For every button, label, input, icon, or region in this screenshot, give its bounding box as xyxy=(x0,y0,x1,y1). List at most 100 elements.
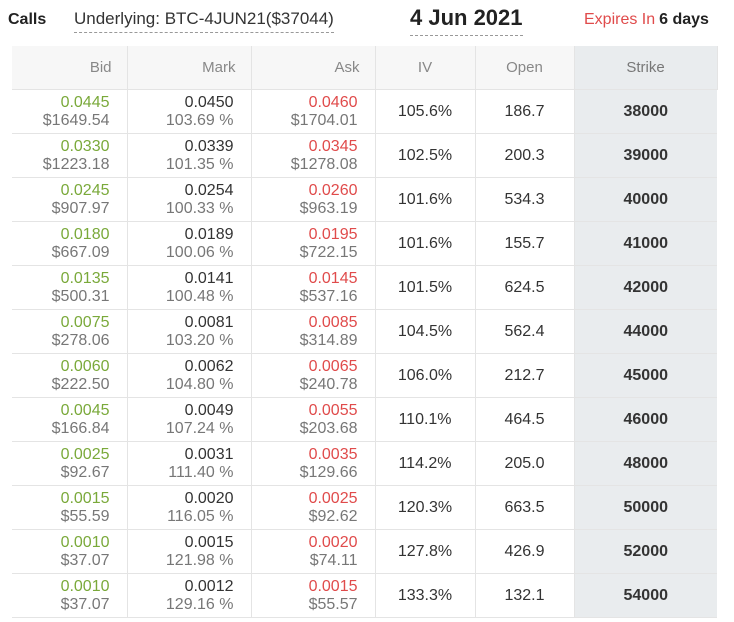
column-header-iv[interactable]: IV xyxy=(375,46,476,90)
strike-cell: 48000 xyxy=(574,441,717,486)
mark-cell: 0.0049 107.24 % xyxy=(127,397,252,442)
table-row[interactable]: 0.0445 $1649.54 0.0450 103.69 % 0.0460 $1704.… xyxy=(12,89,717,134)
bid-usd: $907.97 xyxy=(51,199,110,217)
table-row[interactable]: 0.0245 $907.97 0.0254 100.33 % 0.0260 $963.19… xyxy=(12,177,717,222)
column-header-ask[interactable]: Ask xyxy=(251,46,376,90)
table-row[interactable]: 0.0010 $37.07 0.0012 129.16 % 0.0015 $55.57 13… xyxy=(12,573,717,618)
iv-cell: 102.5% xyxy=(375,133,476,178)
table-row[interactable]: 0.0015 $55.59 0.0020 116.05 % 0.0025 $92.62 12… xyxy=(12,485,717,530)
ask-cell[interactable]: 0.0260 $963.19 xyxy=(251,177,376,222)
expiry-date-selector[interactable]: 4 Jun 2021 xyxy=(410,5,523,36)
iv-cell: 110.1% xyxy=(375,397,476,442)
open-interest-cell: 534.3 xyxy=(475,177,575,222)
bid-usd: $37.07 xyxy=(60,595,110,613)
ask-cell[interactable]: 0.0460 $1704.01 xyxy=(251,89,376,134)
ask-cell[interactable]: 0.0195 $722.15 xyxy=(251,221,376,266)
iv-cell: 104.5% xyxy=(375,309,476,354)
mark-percent: 100.48 % xyxy=(165,287,234,305)
ask-usd: $1704.01 xyxy=(290,111,358,129)
mark-price: 0.0062 xyxy=(184,357,234,375)
mark-price: 0.0015 xyxy=(184,533,234,551)
mark-price: 0.0081 xyxy=(184,313,234,331)
strike-cell: 52000 xyxy=(574,529,717,574)
mark-price: 0.0049 xyxy=(184,401,234,419)
bid-price: 0.0245 xyxy=(60,181,110,199)
column-header-bid[interactable]: Bid xyxy=(12,46,128,90)
ask-cell[interactable]: 0.0345 $1278.08 xyxy=(251,133,376,178)
mark-cell: 0.0254 100.33 % xyxy=(127,177,252,222)
bid-price: 0.0015 xyxy=(60,489,110,507)
bid-price: 0.0180 xyxy=(60,225,110,243)
open-interest-cell: 155.7 xyxy=(475,221,575,266)
ask-usd: $537.16 xyxy=(299,287,358,305)
ask-cell[interactable]: 0.0015 $55.57 xyxy=(251,573,376,618)
bid-cell[interactable]: 0.0015 $55.59 xyxy=(12,485,128,530)
bid-cell[interactable]: 0.0010 $37.07 xyxy=(12,529,128,574)
table-row[interactable]: 0.0025 $92.67 0.0031 111.40 % 0.0035 $129.66 1… xyxy=(12,441,717,486)
table-row[interactable]: 0.0060 $222.50 0.0062 104.80 % 0.0065 $240.78… xyxy=(12,353,717,398)
table-row[interactable]: 0.0010 $37.07 0.0015 121.98 % 0.0020 $74.11 12… xyxy=(12,529,717,574)
bid-price: 0.0045 xyxy=(60,401,110,419)
bid-price: 0.0330 xyxy=(60,137,110,155)
iv-cell: 106.0% xyxy=(375,353,476,398)
ask-usd: $92.62 xyxy=(308,507,358,525)
ask-cell[interactable]: 0.0055 $203.68 xyxy=(251,397,376,442)
iv-cell: 101.5% xyxy=(375,265,476,310)
column-header-open[interactable]: Open xyxy=(475,46,575,90)
bid-usd: $1649.54 xyxy=(42,111,110,129)
ask-price: 0.0145 xyxy=(308,269,358,287)
bid-price: 0.0075 xyxy=(60,313,110,331)
iv-cell: 101.6% xyxy=(375,177,476,222)
bid-cell[interactable]: 0.0330 $1223.18 xyxy=(12,133,128,178)
ask-cell[interactable]: 0.0085 $314.89 xyxy=(251,309,376,354)
table-row[interactable]: 0.0330 $1223.18 0.0339 101.35 % 0.0345 $1278.… xyxy=(12,133,717,178)
table-row[interactable]: 0.0135 $500.31 0.0141 100.48 % 0.0145 $537.16… xyxy=(12,265,717,310)
mark-cell: 0.0020 116.05 % xyxy=(127,485,252,530)
calls-label: Calls xyxy=(8,11,47,28)
column-header-mark[interactable]: Mark xyxy=(127,46,252,90)
open-interest-cell: 186.7 xyxy=(475,89,575,134)
bid-usd: $55.59 xyxy=(60,507,110,525)
ask-usd: $55.57 xyxy=(308,595,358,613)
ask-cell[interactable]: 0.0035 $129.66 xyxy=(251,441,376,486)
strike-cell: 42000 xyxy=(574,265,717,310)
mark-percent: 116.05 % xyxy=(167,507,234,525)
bid-cell[interactable]: 0.0010 $37.07 xyxy=(12,573,128,618)
mark-cell: 0.0012 129.16 % xyxy=(127,573,252,618)
open-interest-cell: 205.0 xyxy=(475,441,575,486)
table-row[interactable]: 0.0045 $166.84 0.0049 107.24 % 0.0055 $203.68… xyxy=(12,397,717,442)
ask-price: 0.0025 xyxy=(308,489,358,507)
iv-cell: 101.6% xyxy=(375,221,476,266)
mark-cell: 0.0062 104.80 % xyxy=(127,353,252,398)
bid-cell[interactable]: 0.0045 $166.84 xyxy=(12,397,128,442)
bid-usd: $278.06 xyxy=(51,331,110,349)
bid-cell[interactable]: 0.0075 $278.06 xyxy=(12,309,128,354)
bid-cell[interactable]: 0.0180 $667.09 xyxy=(12,221,128,266)
open-interest-cell: 212.7 xyxy=(475,353,575,398)
mark-percent: 129.16 % xyxy=(165,595,234,613)
open-interest-cell: 200.3 xyxy=(475,133,575,178)
bid-cell[interactable]: 0.0025 $92.67 xyxy=(12,441,128,486)
iv-cell: 133.3% xyxy=(375,573,476,618)
table-row[interactable]: 0.0075 $278.06 0.0081 103.20 % 0.0085 $314.89… xyxy=(12,309,717,354)
bid-price: 0.0060 xyxy=(60,357,110,375)
mark-percent: 101.35 % xyxy=(165,155,234,173)
mark-price: 0.0141 xyxy=(184,269,234,287)
ask-cell[interactable]: 0.0020 $74.11 xyxy=(251,529,376,574)
column-header-strike[interactable]: Strike xyxy=(574,46,718,90)
bid-cell[interactable]: 0.0135 $500.31 xyxy=(12,265,128,310)
strike-cell: 54000 xyxy=(574,573,717,618)
open-interest-cell: 464.5 xyxy=(475,397,575,442)
bid-cell[interactable]: 0.0445 $1649.54 xyxy=(12,89,128,134)
mark-price: 0.0020 xyxy=(184,489,234,507)
ask-cell[interactable]: 0.0065 $240.78 xyxy=(251,353,376,398)
ask-usd: $963.19 xyxy=(299,199,358,217)
bid-price: 0.0010 xyxy=(60,533,110,551)
ask-cell[interactable]: 0.0025 $92.62 xyxy=(251,485,376,530)
ask-cell[interactable]: 0.0145 $537.16 xyxy=(251,265,376,310)
underlying-selector[interactable]: Underlying: BTC-4JUN21($37044) xyxy=(74,9,334,33)
table-row[interactable]: 0.0180 $667.09 0.0189 100.06 % 0.0195 $722.15… xyxy=(12,221,717,266)
bid-cell[interactable]: 0.0245 $907.97 xyxy=(12,177,128,222)
bid-cell[interactable]: 0.0060 $222.50 xyxy=(12,353,128,398)
open-interest-cell: 562.4 xyxy=(475,309,575,354)
